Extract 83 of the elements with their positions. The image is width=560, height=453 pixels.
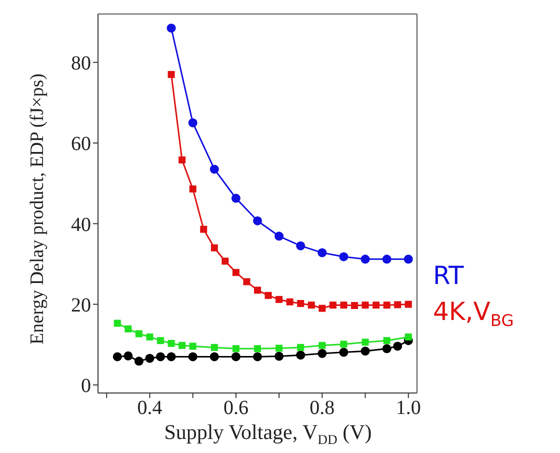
- series-label: 4K,V$_{BG}$: [433, 297, 514, 330]
- point: [404, 333, 412, 340]
- point: [178, 342, 186, 349]
- point: [297, 300, 304, 307]
- series-label: RT: [433, 261, 464, 290]
- point: [339, 348, 348, 357]
- point: [166, 24, 176, 33]
- point: [134, 356, 144, 366]
- point: [340, 340, 348, 348]
- point: [372, 302, 380, 309]
- point: [404, 254, 413, 264]
- y-tick-label: 60: [71, 133, 91, 156]
- point: [318, 342, 326, 349]
- point: [329, 302, 336, 309]
- point: [166, 352, 176, 362]
- point: [339, 252, 348, 262]
- point: [394, 301, 402, 308]
- point: [296, 350, 306, 360]
- point: [286, 298, 294, 306]
- point: [222, 258, 229, 265]
- point: [274, 232, 284, 241]
- y-axis-title: Energy Delay product, EDP (fJ×ps): [27, 74, 48, 344]
- point: [156, 352, 166, 362]
- point: [362, 338, 369, 346]
- point: [210, 344, 218, 351]
- x-tick-label: 0.8: [310, 397, 335, 420]
- point: [157, 337, 164, 344]
- point: [135, 330, 142, 338]
- point: [254, 345, 261, 352]
- point: [254, 286, 261, 294]
- point: [382, 344, 392, 354]
- point: [231, 194, 240, 203]
- point: [168, 70, 175, 78]
- point: [188, 352, 198, 362]
- point: [253, 216, 262, 226]
- point: [114, 320, 121, 327]
- point: [210, 352, 219, 362]
- point: [210, 244, 218, 252]
- point: [188, 118, 198, 128]
- point: [276, 296, 283, 303]
- point: [393, 342, 402, 351]
- x-tick-label: 1.0: [396, 397, 421, 420]
- point: [264, 292, 272, 299]
- point: [168, 340, 175, 347]
- point: [210, 164, 219, 174]
- x-tick-label: 0.6: [223, 397, 248, 420]
- point: [340, 302, 348, 309]
- point: [243, 278, 250, 286]
- point: [296, 241, 306, 250]
- point: [318, 348, 327, 358]
- point: [383, 337, 390, 344]
- point: [189, 342, 196, 350]
- point: [112, 352, 122, 362]
- point: [146, 333, 154, 340]
- x-tick-label: 0.4: [137, 397, 162, 420]
- point: [231, 352, 240, 362]
- point: [382, 254, 392, 264]
- point: [350, 302, 358, 310]
- point: [274, 352, 284, 361]
- point: [297, 344, 304, 351]
- point: [318, 248, 327, 258]
- point: [232, 345, 240, 352]
- point: [124, 351, 133, 360]
- point: [276, 344, 283, 352]
- point: [232, 268, 240, 276]
- point: [189, 185, 196, 192]
- point: [318, 304, 326, 312]
- y-tick-label: 0: [81, 375, 91, 398]
- y-tick-label: 20: [71, 294, 91, 316]
- point: [145, 354, 154, 363]
- point: [124, 325, 132, 332]
- point: [253, 352, 262, 362]
- point: [308, 302, 315, 309]
- x-axis-title: Supply Voltage, V$_{DD}$ (V): [164, 420, 372, 448]
- y-tick-label: 80: [71, 52, 91, 74]
- point: [178, 156, 186, 164]
- point: [404, 300, 412, 308]
- point: [360, 346, 370, 356]
- point: [200, 226, 208, 233]
- point: [362, 302, 369, 309]
- point: [383, 302, 390, 309]
- point: [360, 254, 370, 264]
- y-tick-label: 40: [71, 214, 91, 236]
